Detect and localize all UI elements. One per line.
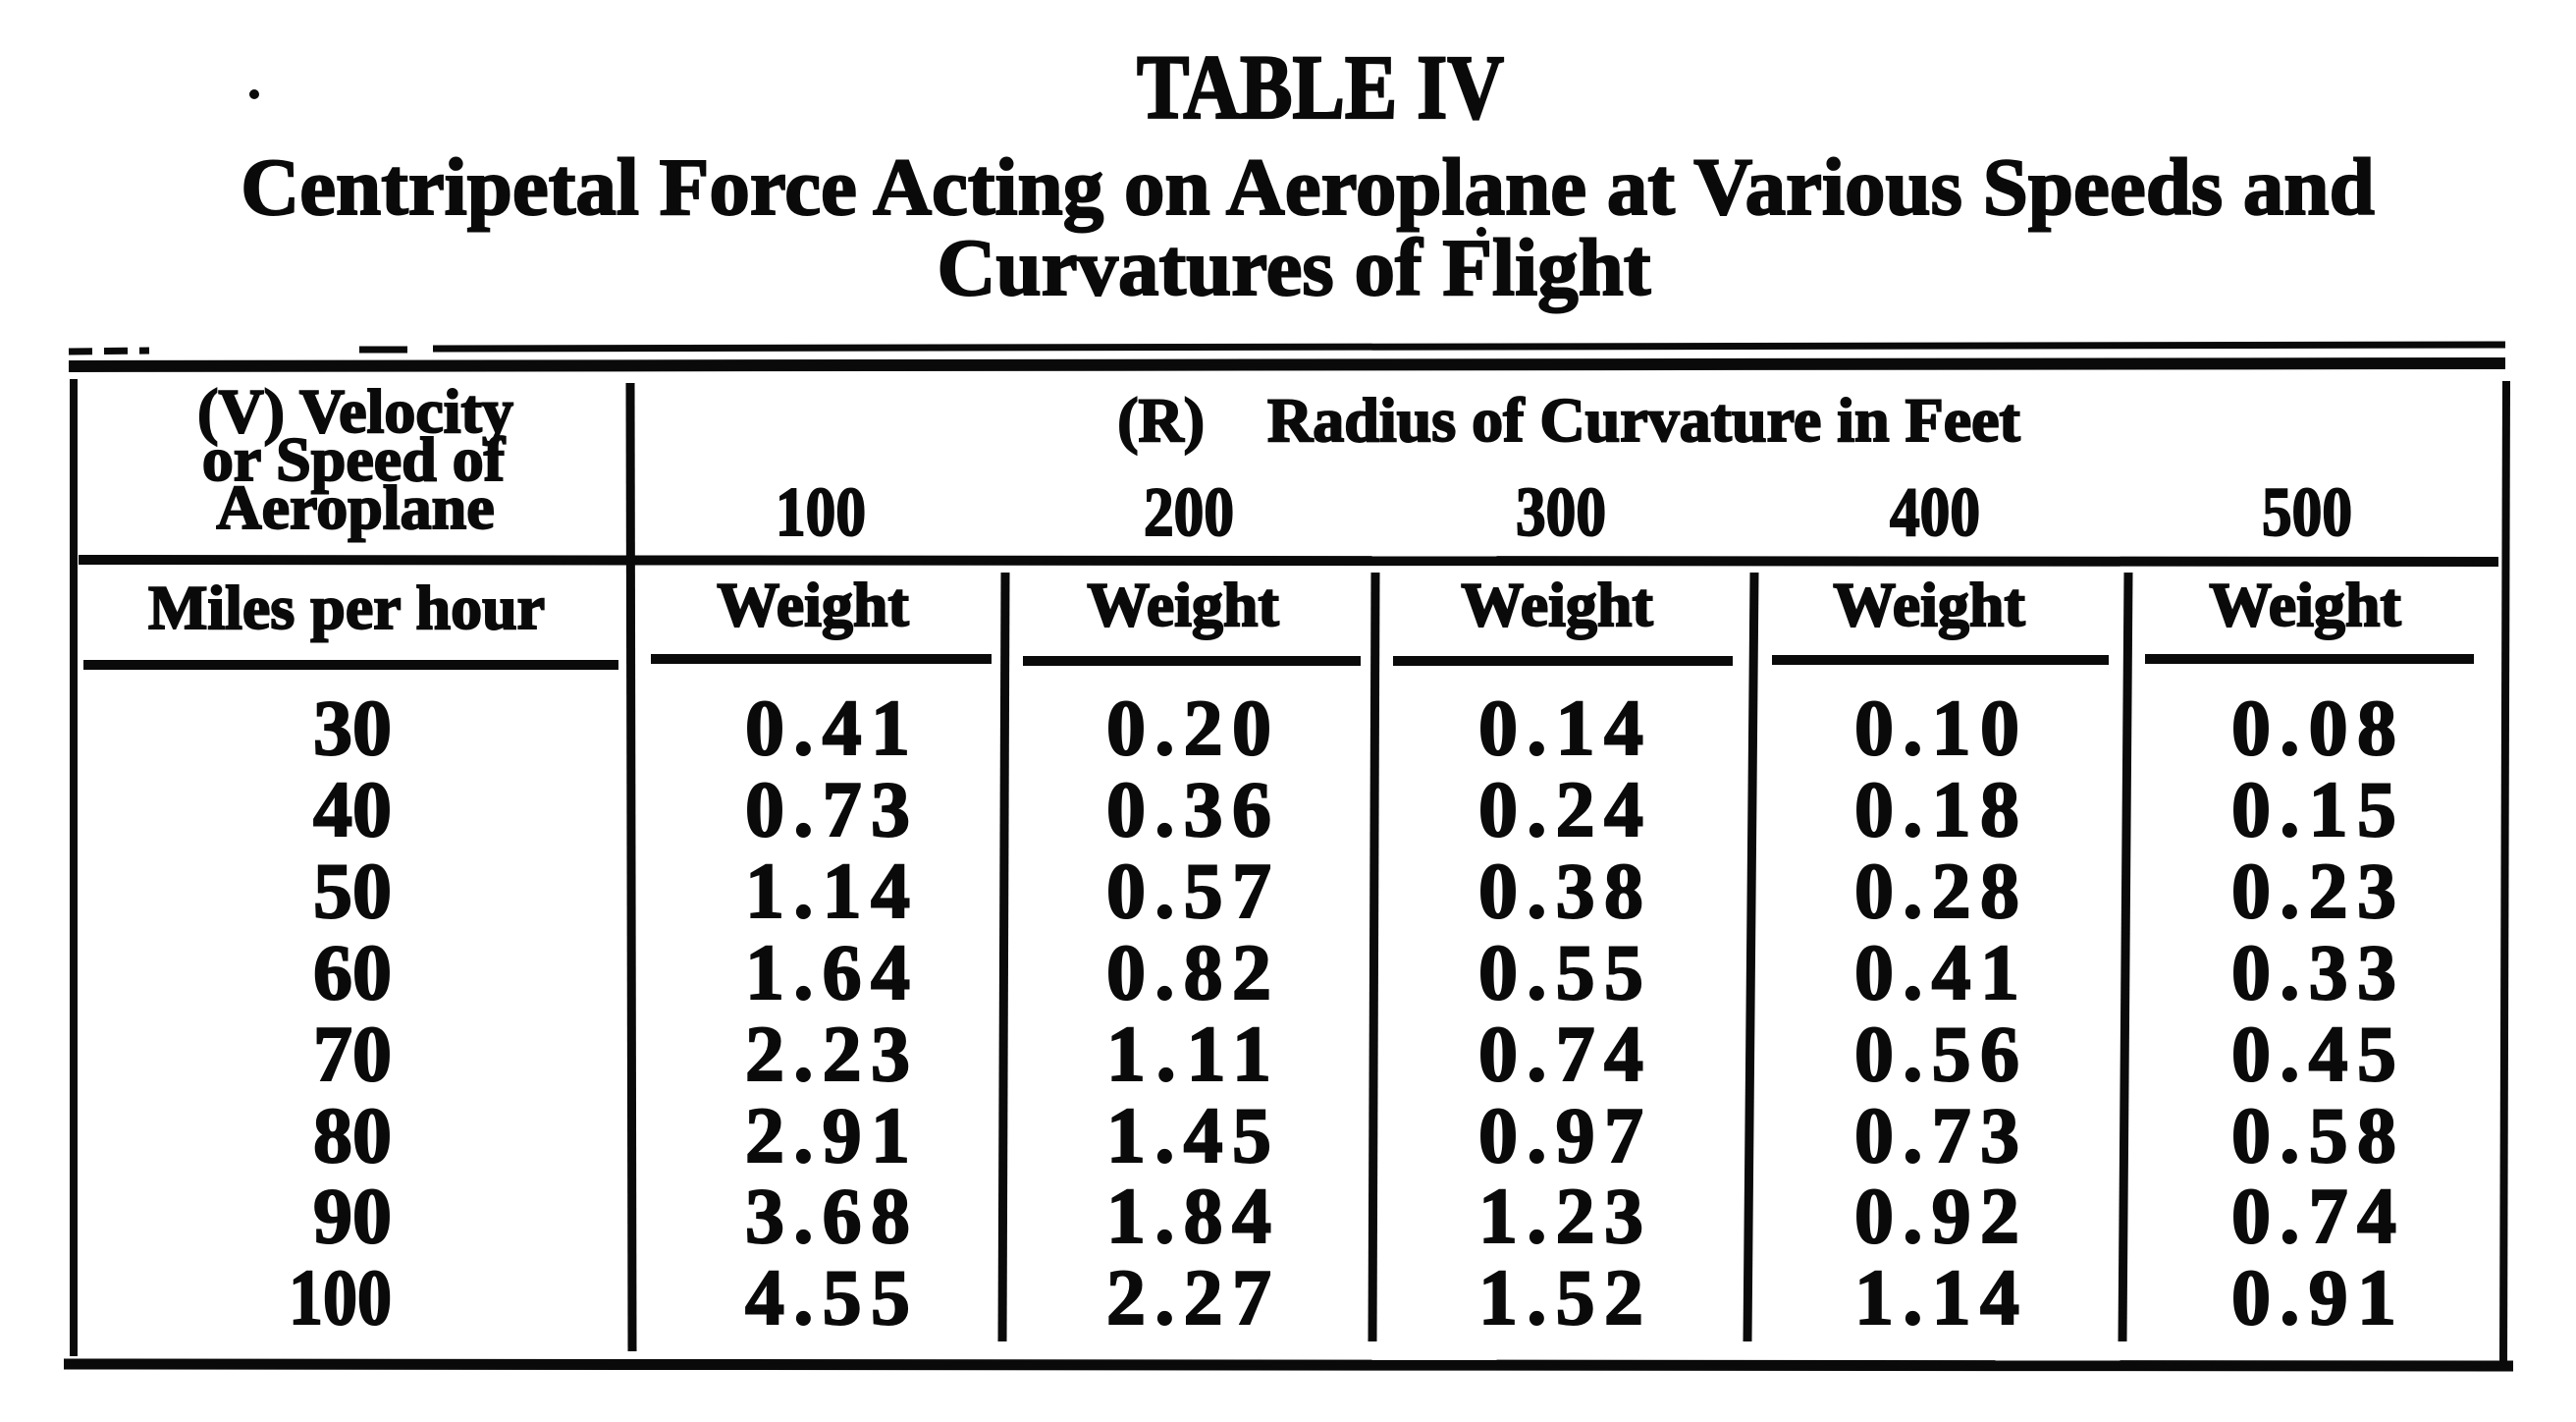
svg-text:0.24: 0.24 xyxy=(1478,767,1643,853)
svg-text:1.45: 1.45 xyxy=(1106,1093,1271,1179)
svg-text:0.28: 0.28 xyxy=(1854,848,2019,935)
svg-text:1.52: 1.52 xyxy=(1478,1255,1643,1341)
svg-text:50: 50 xyxy=(313,848,392,935)
svg-text:0.91: 0.91 xyxy=(2231,1255,2396,1341)
svg-text:0.41: 0.41 xyxy=(745,685,910,772)
svg-text:Curvatures of Flight: Curvatures of Flight xyxy=(938,222,1651,312)
svg-text:300: 300 xyxy=(1516,474,1606,551)
svg-text:Centripetal Force Acting on Ae: Centripetal Force Acting on Aeroplane at… xyxy=(241,141,2374,232)
svg-text:0.41: 0.41 xyxy=(1854,930,2019,1016)
svg-text:100: 100 xyxy=(776,474,866,551)
svg-text:Weight: Weight xyxy=(2209,570,2401,639)
svg-text:0.20: 0.20 xyxy=(1106,685,1271,772)
svg-text:500: 500 xyxy=(2262,474,2352,551)
svg-text:1.84: 1.84 xyxy=(1106,1174,1271,1260)
svg-text:70: 70 xyxy=(313,1012,392,1098)
svg-text:Weight: Weight xyxy=(717,570,909,639)
svg-text:1.11: 1.11 xyxy=(1106,1012,1271,1098)
svg-text:0.10: 0.10 xyxy=(1854,685,2019,772)
svg-text:TABLE IV: TABLE IV xyxy=(1137,35,1504,137)
svg-text:0.38: 0.38 xyxy=(1478,848,1643,935)
svg-text:Weight: Weight xyxy=(1087,570,1279,639)
svg-text:2.91: 2.91 xyxy=(745,1093,910,1179)
svg-text:Weight: Weight xyxy=(1461,570,1653,639)
svg-text:40: 40 xyxy=(313,767,392,853)
svg-text:0.58: 0.58 xyxy=(2231,1093,2396,1179)
svg-text:2.23: 2.23 xyxy=(745,1012,910,1098)
svg-text:(V) Velocity: (V) Velocity xyxy=(197,376,513,446)
svg-text:1.64: 1.64 xyxy=(745,930,910,1016)
svg-text:0.74: 0.74 xyxy=(1478,1012,1643,1098)
svg-text:400: 400 xyxy=(1890,474,1980,551)
svg-text:0.73: 0.73 xyxy=(745,767,910,853)
svg-text:0.23: 0.23 xyxy=(2231,848,2396,935)
svg-text:0.82: 0.82 xyxy=(1106,930,1271,1016)
svg-text:2.27: 2.27 xyxy=(1106,1255,1271,1341)
svg-text:Weight: Weight xyxy=(1833,570,2025,639)
svg-text:0.56: 0.56 xyxy=(1854,1012,2019,1098)
svg-text:100: 100 xyxy=(289,1255,392,1341)
svg-text:Aeroplane: Aeroplane xyxy=(216,472,494,542)
svg-text:0.57: 0.57 xyxy=(1106,848,1271,935)
svg-text:0.74: 0.74 xyxy=(2231,1174,2396,1260)
svg-text:0.08: 0.08 xyxy=(2231,685,2396,772)
svg-text:0.73: 0.73 xyxy=(1854,1093,2019,1179)
svg-text:0.55: 0.55 xyxy=(1478,930,1643,1016)
svg-text:0.14: 0.14 xyxy=(1478,685,1643,772)
svg-text:60: 60 xyxy=(313,930,392,1016)
svg-text:1.23: 1.23 xyxy=(1478,1174,1643,1260)
svg-text:0.15: 0.15 xyxy=(2231,767,2396,853)
svg-text:80: 80 xyxy=(313,1093,392,1179)
svg-text:0.33: 0.33 xyxy=(2231,930,2396,1016)
svg-text:Miles per hour: Miles per hour xyxy=(148,573,545,642)
svg-text:0.92: 0.92 xyxy=(1854,1174,2019,1260)
svg-text:30: 30 xyxy=(313,685,392,772)
svg-text:1.14: 1.14 xyxy=(1854,1255,2019,1341)
svg-text:0.36: 0.36 xyxy=(1106,767,1271,853)
svg-text:0.18: 0.18 xyxy=(1854,767,2019,853)
svg-text:1.14: 1.14 xyxy=(745,848,910,935)
svg-text:200: 200 xyxy=(1144,474,1234,551)
svg-text:or Speed of: or Speed of xyxy=(202,424,506,494)
svg-text:(R) Radius of Curvature in Fee: (R) Radius of Curvature in Feet xyxy=(1117,385,2020,455)
svg-text:3.68: 3.68 xyxy=(745,1174,910,1260)
svg-text:0.45: 0.45 xyxy=(2231,1012,2396,1098)
svg-text:4.55: 4.55 xyxy=(745,1255,910,1341)
svg-text:0.97: 0.97 xyxy=(1478,1093,1643,1179)
svg-text:90: 90 xyxy=(313,1174,392,1260)
